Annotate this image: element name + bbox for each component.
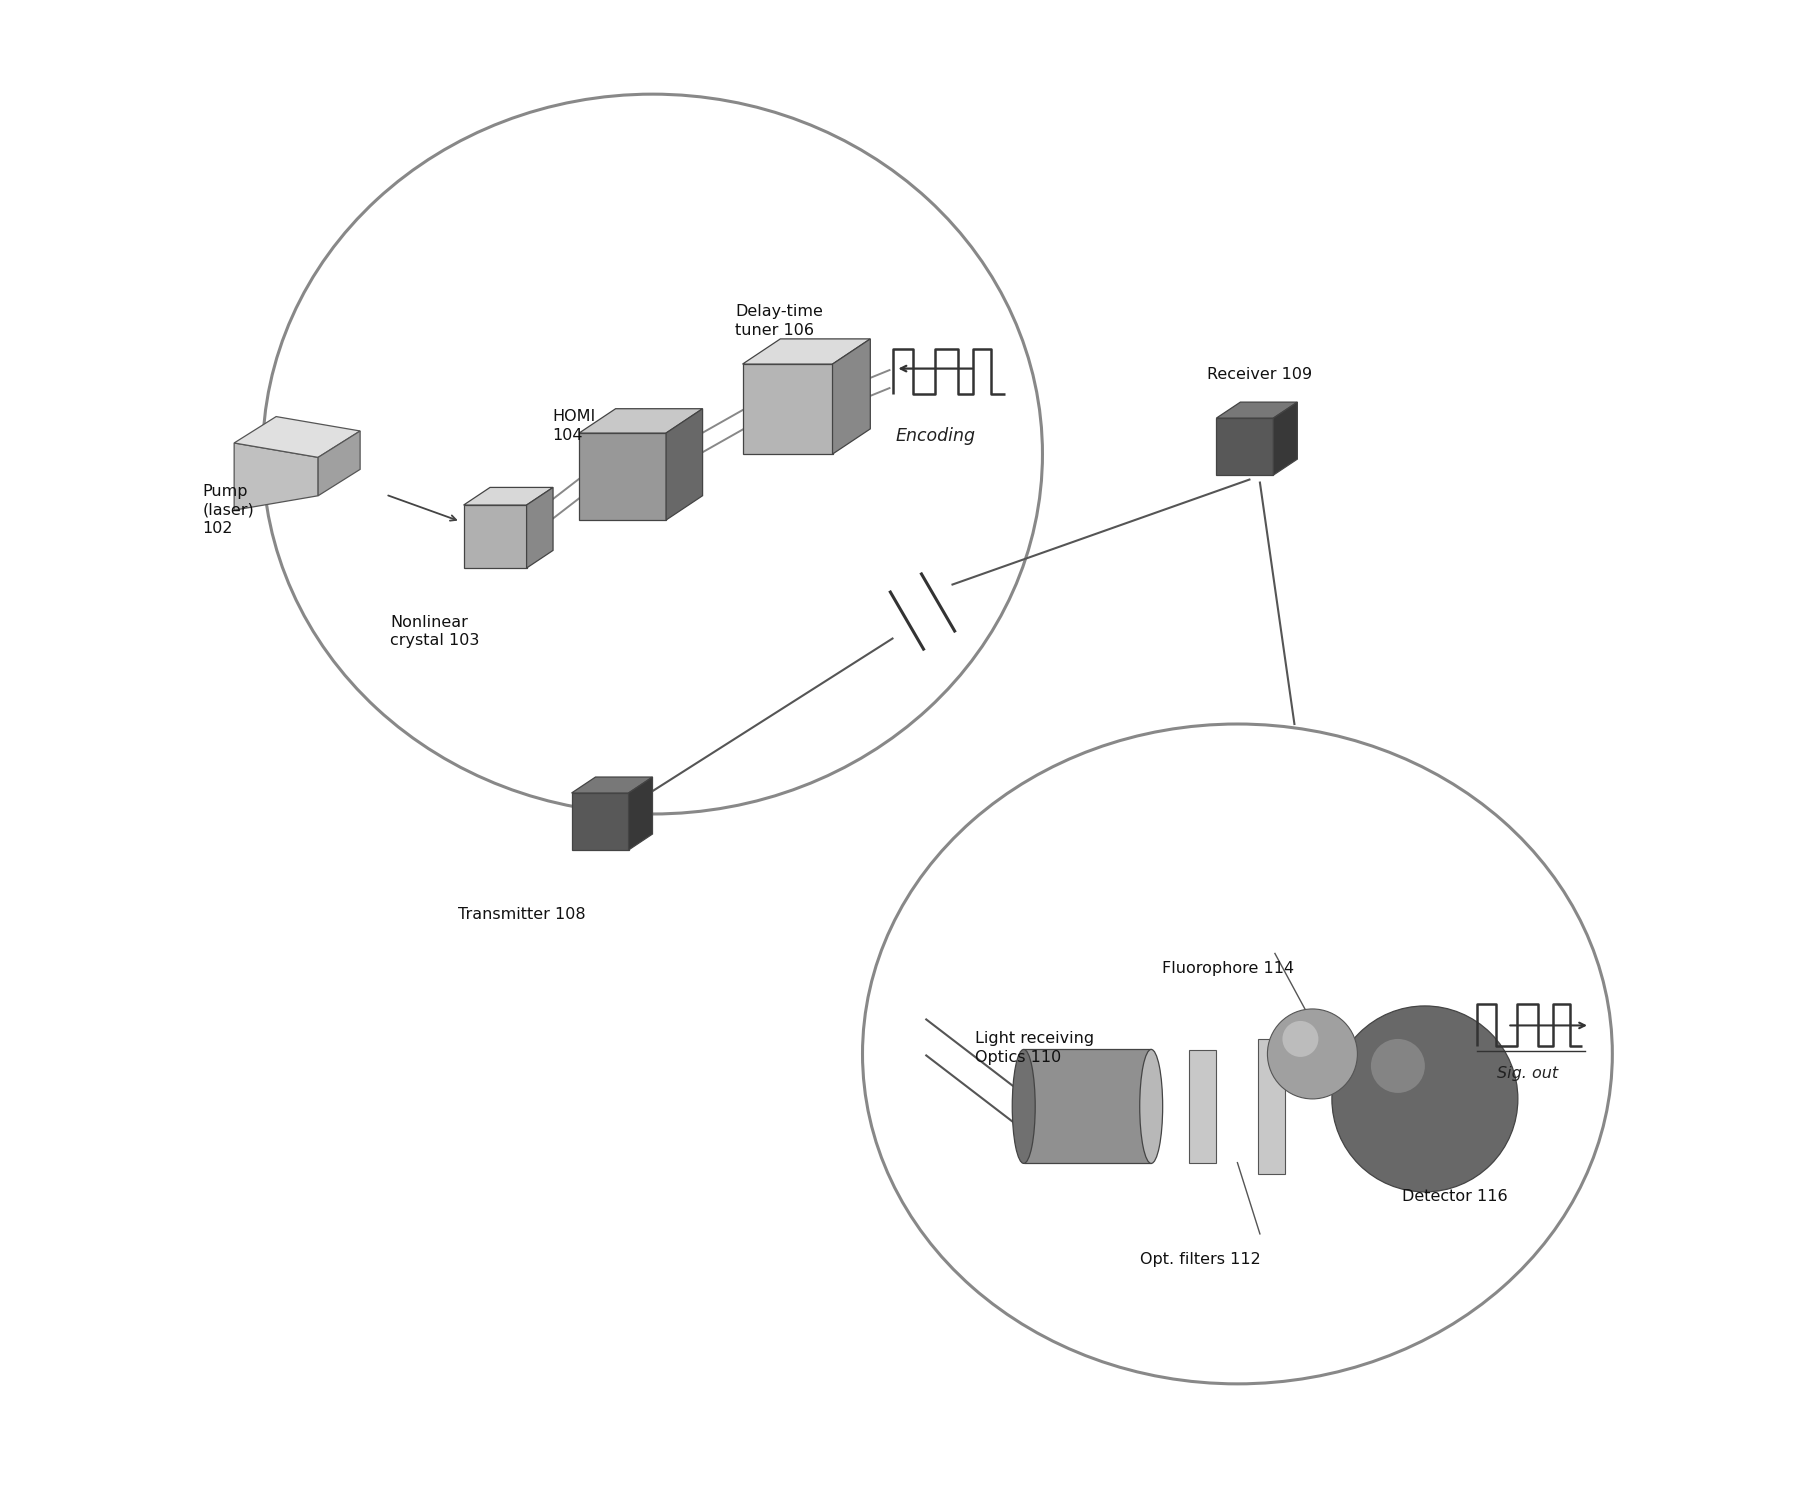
Text: HOMI
104: HOMI 104 (551, 409, 595, 443)
Text: Nonlinear
crystal 103: Nonlinear crystal 103 (390, 615, 479, 648)
Polygon shape (526, 487, 553, 569)
Polygon shape (234, 416, 359, 457)
Polygon shape (234, 443, 317, 510)
Polygon shape (1273, 403, 1297, 475)
Text: Encoding: Encoding (894, 427, 974, 445)
Text: Detector 116: Detector 116 (1402, 1188, 1507, 1203)
Polygon shape (317, 431, 359, 496)
Polygon shape (833, 339, 871, 454)
Circle shape (1266, 1009, 1357, 1099)
Text: Opt. filters 112: Opt. filters 112 (1139, 1252, 1261, 1267)
Ellipse shape (1012, 1050, 1034, 1163)
Polygon shape (628, 777, 653, 851)
Text: Light receiving
Optics 110: Light receiving Optics 110 (974, 1031, 1094, 1065)
Polygon shape (1188, 1050, 1215, 1163)
Ellipse shape (1139, 1050, 1163, 1163)
Polygon shape (579, 433, 666, 520)
Text: Transmitter 108: Transmitter 108 (457, 906, 584, 921)
Text: Fluorophore 114: Fluorophore 114 (1161, 961, 1293, 976)
Polygon shape (463, 505, 526, 569)
Polygon shape (1023, 1050, 1150, 1163)
Polygon shape (579, 409, 702, 433)
Polygon shape (571, 777, 653, 793)
Circle shape (1282, 1021, 1317, 1057)
Text: Delay-time
tuner 106: Delay-time tuner 106 (735, 305, 822, 338)
Polygon shape (1215, 418, 1273, 475)
Text: Sig. out: Sig. out (1497, 1066, 1556, 1081)
Polygon shape (463, 487, 553, 505)
Polygon shape (666, 409, 702, 520)
Polygon shape (742, 363, 833, 454)
Text: Receiver 109: Receiver 109 (1206, 366, 1312, 382)
Polygon shape (1215, 403, 1297, 418)
Polygon shape (571, 793, 628, 851)
Circle shape (1331, 1006, 1517, 1191)
Text: Pump
(laser)
102: Pump (laser) 102 (203, 484, 254, 537)
Polygon shape (742, 339, 871, 363)
Circle shape (1370, 1039, 1424, 1093)
Polygon shape (1257, 1039, 1284, 1173)
